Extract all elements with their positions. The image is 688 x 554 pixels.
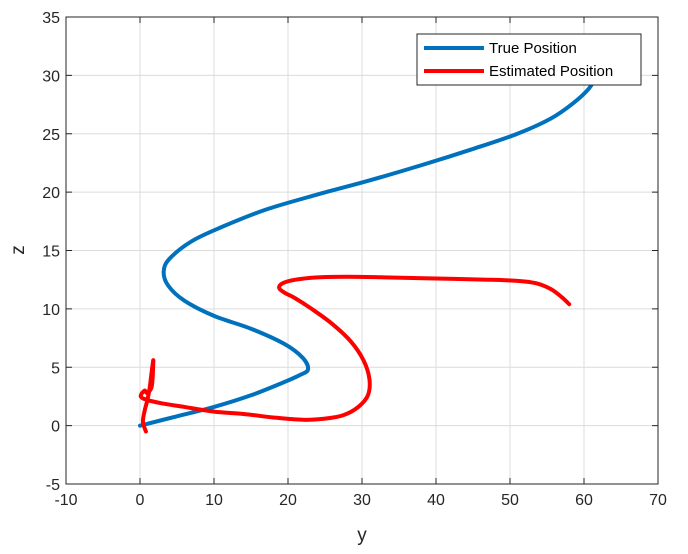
x-tick-label: 10 <box>205 492 223 509</box>
legend: True Position Estimated Position <box>416 33 642 86</box>
y-tick-label: -5 <box>46 477 60 494</box>
x-tick-label: 40 <box>427 492 445 509</box>
x-tick-label: 50 <box>501 492 519 509</box>
legend-label-estimated-position: Estimated Position <box>489 63 613 80</box>
x-tick-label: 60 <box>575 492 593 509</box>
y-tick-label: 20 <box>42 185 60 202</box>
y-tick-label: 35 <box>42 10 60 27</box>
y-tick-label: 10 <box>42 302 60 319</box>
x-tick-label: 70 <box>649 492 667 509</box>
series-line-true-position <box>138 69 601 428</box>
series-layer <box>138 69 601 434</box>
y-tick-label: 5 <box>51 360 60 377</box>
legend-label-true-position: True Position <box>489 40 577 57</box>
series-line-estimated-position <box>138 274 572 434</box>
x-tick-label: -10 <box>54 492 77 509</box>
axis-ticks: -10 0 10 20 30 40 50 60 70 -5 0 5 10 15 20 25 30 35 <box>42 10 667 509</box>
x-tick-label: 20 <box>279 492 297 509</box>
y-tick-label: 0 <box>51 419 60 436</box>
legend-box <box>416 33 642 86</box>
x-axis-label: y <box>357 525 367 546</box>
x-tick-label: 0 <box>136 492 145 509</box>
y-axis-label: z <box>8 245 29 255</box>
y-tick-label: 15 <box>42 244 60 261</box>
y-tick-label: 25 <box>42 127 60 144</box>
x-tick-label: 30 <box>353 492 371 509</box>
y-tick-label: 30 <box>42 68 60 85</box>
